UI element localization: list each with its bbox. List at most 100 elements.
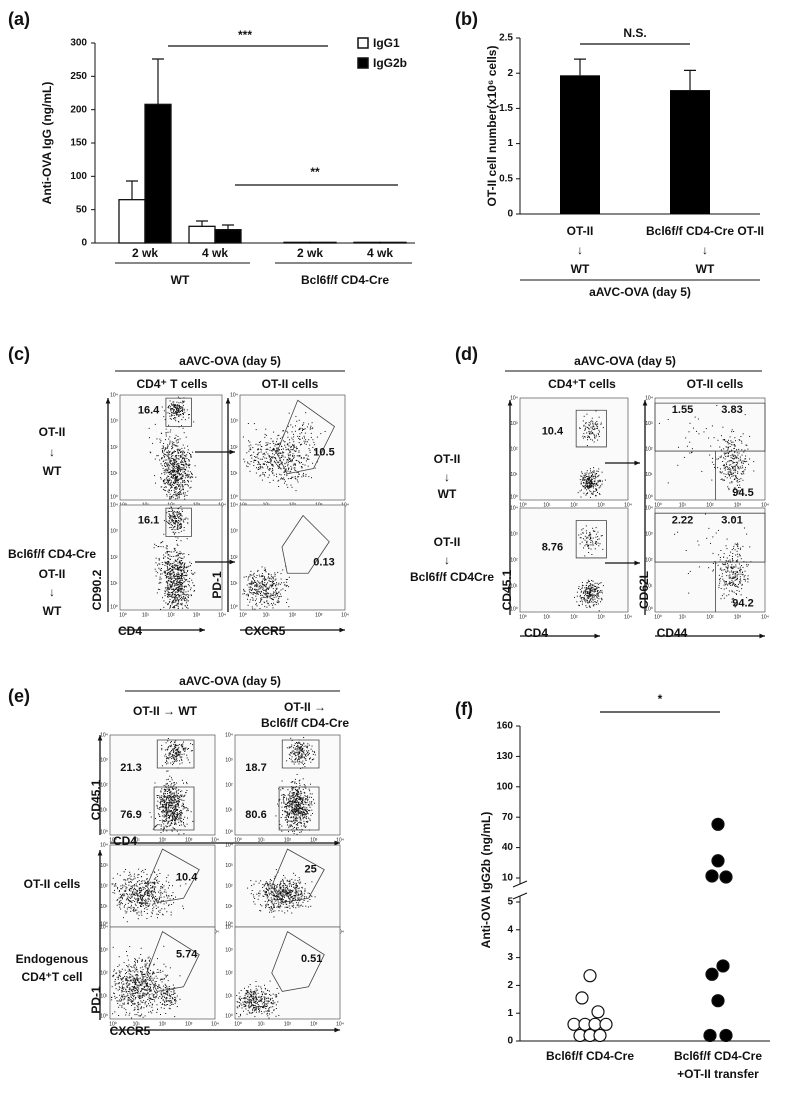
event-dot xyxy=(164,803,166,805)
event-dot xyxy=(305,817,307,819)
event-dot xyxy=(308,448,310,450)
event-dot xyxy=(180,591,181,593)
event-dot xyxy=(583,474,585,476)
event-dot xyxy=(727,455,729,457)
event-dot xyxy=(302,463,304,465)
event-dot xyxy=(301,755,303,757)
event-dot xyxy=(186,538,188,540)
event-dot xyxy=(740,478,742,480)
event-dot xyxy=(173,475,175,476)
event-dot xyxy=(178,807,180,809)
event-dot xyxy=(736,561,738,562)
event-dot xyxy=(247,423,249,424)
event-dot xyxy=(743,578,745,580)
event-dot xyxy=(173,828,175,829)
event-dot xyxy=(254,592,255,594)
event-dot xyxy=(586,582,588,583)
event-dot xyxy=(170,813,172,815)
event-dot xyxy=(166,464,168,466)
event-dot xyxy=(179,763,181,765)
event-dot xyxy=(177,798,179,799)
event-dot xyxy=(584,590,586,592)
event-dot xyxy=(176,511,178,513)
event-dot xyxy=(171,471,173,473)
event-dot xyxy=(277,480,279,482)
event-dot xyxy=(165,825,167,827)
event-dot xyxy=(167,567,169,569)
event-dot xyxy=(177,516,179,518)
event-dot xyxy=(258,591,260,593)
event-dot xyxy=(731,558,733,559)
event-dot xyxy=(594,437,596,439)
event-dot xyxy=(273,460,275,462)
flow-tick-label: 10² xyxy=(100,782,108,788)
event-dot xyxy=(298,752,300,754)
event-dot xyxy=(171,814,173,816)
event-dot xyxy=(280,789,282,791)
event-dot xyxy=(183,413,184,415)
event-dot xyxy=(161,795,163,797)
event-dot xyxy=(279,464,281,465)
event-dot xyxy=(181,759,183,761)
event-dot xyxy=(277,461,279,463)
point xyxy=(588,1017,602,1031)
event-dot xyxy=(596,594,598,596)
event-dot xyxy=(725,473,727,475)
event-dot xyxy=(159,568,161,570)
event-dot xyxy=(741,588,743,590)
event-dot xyxy=(177,515,178,517)
event-dot xyxy=(177,591,179,593)
event-dot xyxy=(172,570,174,572)
event-dot xyxy=(152,442,154,444)
event-dot xyxy=(300,755,302,757)
event-dot xyxy=(300,757,301,759)
event-dot xyxy=(170,581,172,583)
event-dot xyxy=(186,754,188,756)
event-dot xyxy=(174,519,176,521)
event-dot xyxy=(180,477,182,479)
event-dot xyxy=(712,563,714,564)
event-dot xyxy=(177,569,179,571)
event-dot xyxy=(277,584,279,586)
event-dot xyxy=(189,477,191,479)
event-dot xyxy=(290,451,292,453)
event-dot xyxy=(176,478,178,480)
event-dot xyxy=(174,759,176,761)
event-dot xyxy=(268,573,269,575)
event-dot xyxy=(183,469,185,471)
event-dot xyxy=(582,528,584,530)
event-dot xyxy=(738,573,740,575)
event-dot xyxy=(187,597,189,598)
event-dot xyxy=(174,756,176,757)
significance: *** xyxy=(238,28,252,42)
event-dot xyxy=(705,513,706,515)
event-dot xyxy=(173,410,175,412)
event-dot xyxy=(265,586,267,588)
event-dot xyxy=(593,595,595,596)
event-dot xyxy=(179,551,181,553)
event-dot xyxy=(181,591,183,593)
event-dot xyxy=(264,570,266,572)
event-dot xyxy=(177,436,179,437)
event-dot xyxy=(170,482,172,484)
event-dot xyxy=(251,592,253,594)
event-dot xyxy=(270,438,272,440)
flow-tick-label: 10¹ xyxy=(133,837,141,843)
event-dot xyxy=(170,409,172,411)
event-dot xyxy=(181,569,183,571)
flow-tick-label: 10⁴ xyxy=(230,392,238,398)
event-dot xyxy=(175,753,177,755)
event-dot xyxy=(170,497,172,499)
event-dot xyxy=(299,796,301,798)
event-dot xyxy=(287,436,289,438)
event-dot xyxy=(298,442,300,443)
event-dot xyxy=(596,592,598,594)
event-dot xyxy=(253,582,255,583)
event-dot xyxy=(177,408,179,410)
event-dot xyxy=(182,457,184,459)
event-dot xyxy=(186,474,188,476)
event-dot xyxy=(286,813,288,815)
event-dot xyxy=(586,541,587,543)
event-dot xyxy=(585,487,586,489)
row-label: WT xyxy=(43,604,62,618)
